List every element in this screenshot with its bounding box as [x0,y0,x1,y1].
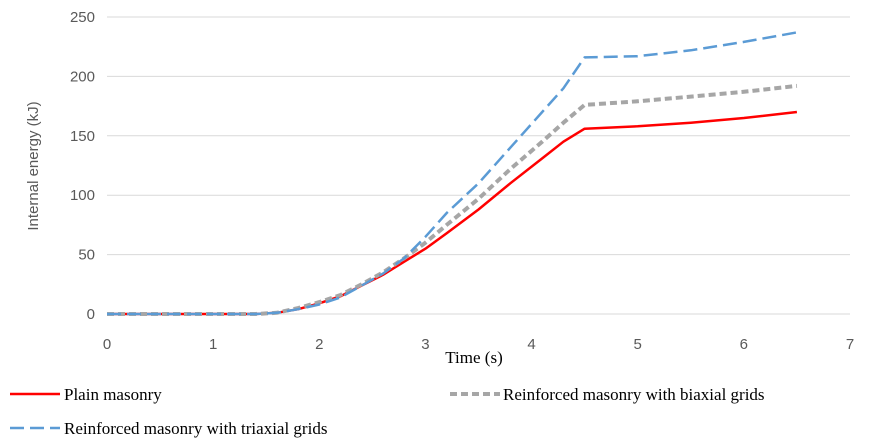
series-layer [107,31,798,316]
x-axis-ticks: 0 1 2 3 4 5 6 7 [103,336,854,353]
x-tick-label: 5 [634,336,642,353]
legend-item-triaxial: Reinforced masonry with triaxial grids [10,419,327,438]
series-line-biaxial [107,83,798,316]
series-line-plain-masonry [107,110,798,316]
legend-label-plain-masonry: Plain masonry [64,385,162,404]
y-tick-label: 100 [70,187,95,204]
y-tick-label: 200 [70,68,95,85]
gridlines [107,16,850,256]
y-axis-label: Internal energy (kJ) [25,101,42,230]
y-tick-label: 250 [70,9,95,26]
x-tick-label: 1 [209,336,217,353]
y-tick-label: 50 [78,247,95,264]
y-tick-label: 150 [70,128,95,145]
legend-label-triaxial: Reinforced masonry with triaxial grids [64,419,327,438]
legend-label-biaxial: Reinforced masonry with biaxial grids [503,385,765,404]
legend-item-biaxial: Reinforced masonry with biaxial grids [450,385,765,404]
x-tick-label: 7 [846,336,854,353]
legend-item-plain-masonry: Plain masonry [10,385,162,404]
x-tick-label: 0 [103,336,111,353]
y-tick-label: 0 [87,306,95,323]
y-axis-ticks: 0 50 100 150 200 250 [70,9,95,323]
x-axis-label: Time (s) [445,348,502,367]
x-tick-label: 4 [527,336,535,353]
x-tick-label: 6 [740,336,748,353]
series-line-triaxial [107,31,798,316]
x-tick-label: 2 [315,336,323,353]
x-tick-label: 3 [421,336,429,353]
legend: Plain masonry Reinforced masonry with bi… [10,385,765,438]
